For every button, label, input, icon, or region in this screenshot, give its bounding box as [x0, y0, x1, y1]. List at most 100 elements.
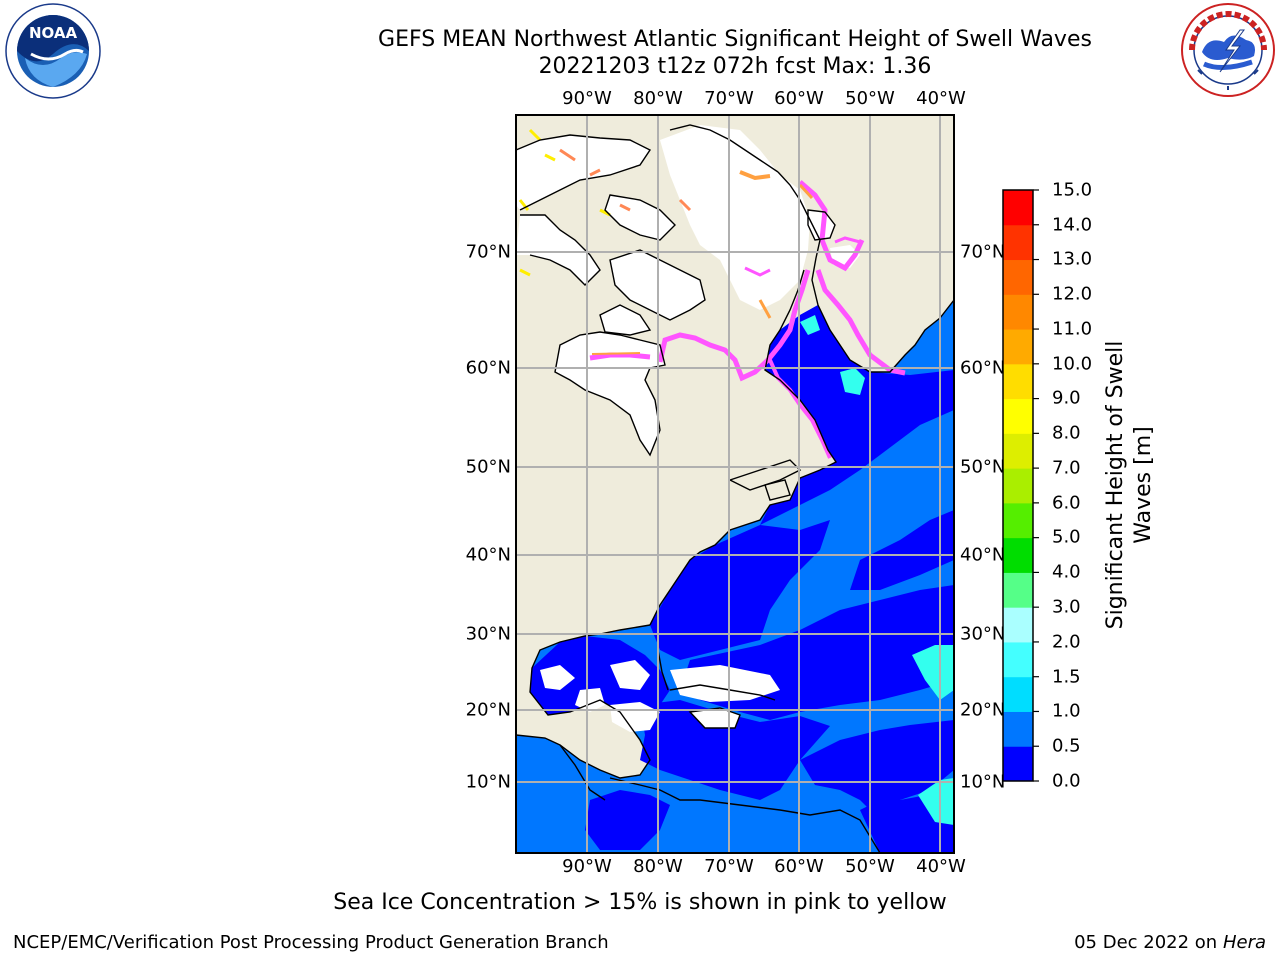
colorbar-segment — [1003, 746, 1033, 782]
colorbar-segment — [1003, 398, 1033, 434]
lon-label-bottom: 80°W — [633, 856, 683, 877]
ocean-region — [530, 636, 670, 720]
lat-label-left: 10°N — [465, 771, 511, 793]
lon-label-top: 50°W — [845, 88, 895, 109]
lat-label-right: 50°N — [960, 456, 1006, 478]
lon-label-top: 40°W — [916, 88, 966, 109]
sea-ice-edge — [758, 299, 772, 319]
ocean-region — [850, 510, 954, 590]
chart-title: GEFS MEAN Northwest Atlantic Significant… — [378, 27, 1092, 52]
colorbar-tick-label: 3.0 — [1052, 596, 1081, 618]
colorbar-tick-label: 2.0 — [1052, 631, 1081, 653]
colorbar-tick-label: 0.5 — [1052, 735, 1081, 757]
colorbar-tick-label: 1.0 — [1052, 700, 1081, 722]
lat-label-right: 20°N — [960, 699, 1006, 721]
graticule — [516, 115, 954, 853]
sea-ice-caption: Sea Ice Concentration > 15% is shown in … — [333, 890, 947, 915]
noaa-logo-text: NOAA — [29, 24, 78, 42]
lon-label-bottom: 50°W — [845, 856, 895, 877]
no-data-region — [690, 708, 740, 728]
colorbar-tick-label: 11.0 — [1052, 318, 1093, 340]
colorbar-segment — [1003, 537, 1033, 573]
no-data-region — [516, 215, 600, 285]
colorbar-tick-label: 5.0 — [1052, 526, 1081, 548]
colorbar-tick-label: 14.0 — [1052, 214, 1093, 236]
ocean-region — [640, 700, 830, 800]
lat-label-left: 60°N — [465, 357, 511, 379]
no-data-region — [670, 665, 780, 702]
colorbar-segment — [1003, 572, 1033, 608]
sea-ice-edge — [834, 236, 861, 244]
sea-ice-edge — [798, 183, 814, 200]
no-data-region — [516, 135, 650, 210]
chart-subtitle: 20221203 t12z 072h fcst Max: 1.36 — [538, 54, 932, 79]
colorbar-frame — [1002, 189, 1034, 782]
colorbar-segment — [1003, 676, 1033, 712]
colorbar-segment — [1003, 259, 1033, 295]
lat-label-left: 70°N — [465, 241, 511, 263]
lat-label-left: 30°N — [465, 623, 511, 645]
lat-label-right: 40°N — [960, 544, 1006, 566]
lon-label-top: 80°W — [633, 88, 683, 109]
lon-label-top: 60°W — [774, 88, 824, 109]
colorbar-tick-label: 9.0 — [1052, 387, 1081, 409]
colorbar-segment — [1003, 711, 1033, 747]
ocean-region — [585, 790, 670, 850]
colorbar-tick-label: 7.0 — [1052, 457, 1081, 479]
colorbar-tick-label: 15.0 — [1052, 179, 1093, 201]
sea-ice-edge — [518, 128, 611, 277]
colorbar-tick-label: 13.0 — [1052, 248, 1093, 270]
ocean-region — [840, 368, 865, 395]
footer-credit: NCEP/EMC/Verification Post Processing Pr… — [13, 932, 609, 953]
colorbar-tick-label: 0.0 — [1052, 770, 1081, 792]
lat-label-right: 30°N — [960, 623, 1006, 645]
colorbar-segment — [1003, 502, 1033, 539]
no-data-region — [540, 665, 575, 690]
colorbar-tick-label: 10.0 — [1052, 353, 1093, 375]
no-data-region — [660, 125, 810, 310]
sea-ice-edge — [589, 352, 651, 361]
nws-logo — [1181, 3, 1275, 97]
sea-ice-edge — [591, 352, 641, 355]
sea-ice-edge — [744, 266, 771, 277]
lon-label-bottom: 90°W — [562, 856, 612, 877]
colorbar-tick-label: 8.0 — [1052, 422, 1081, 444]
colorbar-segment — [1003, 294, 1033, 330]
footer-date-text: 05 Dec 2022 on — [1074, 932, 1218, 953]
lon-label-bottom: 60°W — [774, 856, 824, 877]
no-data-region — [555, 332, 665, 455]
colorbar-segment — [1003, 433, 1033, 469]
colorbar-label: Significant Height of Swell Waves [m] — [1103, 340, 1156, 630]
coastlines — [516, 124, 954, 853]
footer-date: 05 Dec 2022 on Hera — [1074, 932, 1266, 953]
sea-ice-edge — [559, 148, 692, 212]
colorbar-segment — [1003, 190, 1033, 226]
colorbar-tick-label: 4.0 — [1052, 561, 1081, 583]
colorbar-segment — [1003, 468, 1033, 504]
colorbar-tick-label: 1.5 — [1052, 666, 1081, 688]
lat-label-left: 40°N — [465, 544, 511, 566]
ocean-region — [912, 645, 954, 700]
colorbar-segment — [1003, 224, 1033, 261]
colorbar-segment — [1003, 641, 1033, 678]
colorbar-segment — [1003, 607, 1033, 643]
ocean-region — [760, 305, 954, 525]
lat-label-right: 10°N — [960, 771, 1006, 793]
noaa-logo: NOAA — [5, 3, 101, 99]
map-frame — [515, 114, 955, 854]
colorbar-tick-label: 6.0 — [1052, 492, 1081, 514]
sea-ice-edge — [739, 170, 771, 181]
ocean-region — [918, 778, 954, 825]
ocean-region — [800, 315, 820, 335]
lat-label-left: 20°N — [465, 699, 511, 721]
colorbar-segment — [1003, 329, 1033, 365]
lat-label-left: 50°N — [465, 456, 511, 478]
colorbar-segment — [1003, 363, 1033, 400]
lon-label-bottom: 40°W — [916, 856, 966, 877]
no-data-region — [600, 305, 650, 335]
lat-label-right: 70°N — [960, 241, 1006, 263]
no-data-region — [575, 688, 605, 712]
lon-label-top: 70°W — [704, 88, 754, 109]
